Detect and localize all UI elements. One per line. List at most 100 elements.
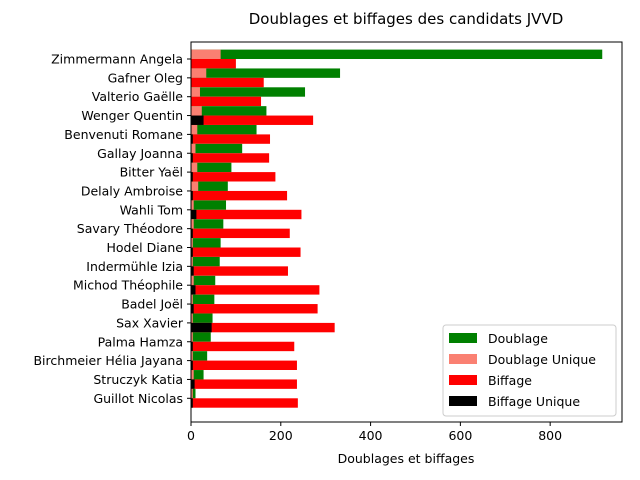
- bar-doublage: [191, 238, 221, 248]
- category-labels: Zimmermann Angela Gafner Oleg Valterio Gaë…: [33, 52, 191, 406]
- bar-doublage-unique: [191, 388, 193, 399]
- bar-biffage-unique: [191, 172, 193, 182]
- y-tick-label: Hodel Diane: [107, 240, 184, 255]
- legend: Doublage Doublage Unique Biffage Biffage Un…: [442, 324, 617, 417]
- bar-series-group: [191, 49, 603, 408]
- bar-doublage-unique: [191, 143, 196, 154]
- legend-label: Doublage Unique: [488, 352, 596, 367]
- bar-doublage: [191, 388, 196, 399]
- y-tick-label: Birchmeier Hélia Jayana: [33, 353, 183, 368]
- y-tick-label: Bitter Yaël: [120, 165, 183, 180]
- bar-doublage-unique: [191, 49, 221, 59]
- bar-doublage: [191, 313, 213, 323]
- bar-doublage-unique: [191, 313, 193, 323]
- y-tick-label: Struczyk Katia: [93, 372, 183, 387]
- y-tick-label: Wenger Quentin: [81, 108, 183, 123]
- bar-biffage: [191, 379, 297, 389]
- bar-doublage: [191, 87, 306, 97]
- bar-doublage-unique: [191, 238, 193, 248]
- bar-doublage: [191, 181, 228, 191]
- bar-biffage: [191, 153, 270, 163]
- bar-doublage-unique: [191, 370, 194, 380]
- x-tick-label: 0: [187, 428, 195, 443]
- bar-biffage: [191, 59, 236, 69]
- y-tick-label: Valterio Gaëlle: [92, 89, 184, 104]
- bar-biffage: [191, 134, 271, 144]
- bar-doublage-unique: [191, 125, 198, 135]
- legend-label: Doublage: [488, 331, 548, 346]
- x-axis: 0 200 400 600 800: [187, 422, 562, 443]
- bar-doublage: [191, 370, 204, 380]
- bar-doublage: [191, 106, 267, 116]
- bar-biffage-unique: [191, 209, 197, 220]
- x-axis-label: Doublages et biffages: [338, 451, 475, 466]
- y-tick-label: Guillot Nicolas: [93, 391, 183, 406]
- bar-biffage: [191, 398, 298, 408]
- bar-biffage: [191, 209, 302, 220]
- bar-biffage-unique: [191, 228, 193, 239]
- bar-biffage-unique: [191, 247, 193, 257]
- bar-doublage-unique: [191, 219, 194, 229]
- bar-doublage: [191, 49, 603, 59]
- bar-doublage: [191, 351, 208, 361]
- bar-biffage-unique: [191, 153, 193, 163]
- bar-biffage-unique: [191, 115, 204, 125]
- legend-swatch: [449, 354, 477, 364]
- bar-doublage: [191, 219, 224, 229]
- x-tick-label: 600: [448, 428, 472, 443]
- bar-biffage-unique: [191, 360, 193, 370]
- bar-biffage: [191, 77, 264, 88]
- bar-doublage-unique: [191, 106, 202, 116]
- bar-biffage: [191, 190, 288, 201]
- bar-biffage-unique: [191, 266, 194, 276]
- y-tick-label: Badel Joël: [121, 297, 183, 312]
- y-tick-label: Wahli Tom: [120, 202, 183, 217]
- bar-doublage: [191, 294, 215, 305]
- bar-biffage: [191, 304, 318, 314]
- bar-biffage: [191, 96, 262, 107]
- bar-biffage-unique: [191, 379, 195, 389]
- legend-swatch: [449, 396, 477, 406]
- x-tick-label: 800: [538, 428, 562, 443]
- bar-biffage-unique: [191, 398, 193, 408]
- bar-doublage: [191, 256, 220, 267]
- y-tick-label: Michod Théophile: [73, 278, 183, 293]
- y-tick-label: Indermühle Izia: [86, 259, 183, 274]
- bar-biffage: [191, 228, 290, 239]
- bar-doublage: [191, 275, 216, 286]
- bar-doublage: [191, 143, 243, 154]
- bar-doublage: [191, 332, 211, 342]
- bar-doublage: [191, 162, 232, 173]
- x-tick-label: 200: [269, 428, 293, 443]
- legend-swatch: [449, 333, 477, 343]
- bar-biffage: [191, 360, 297, 370]
- y-tick-label: Delaly Ambroise: [81, 183, 183, 198]
- y-tick-label: Zimmermann Angela: [51, 52, 183, 67]
- bar-doublage-unique: [191, 87, 200, 97]
- y-tick-label: Savary Théodore: [77, 221, 184, 236]
- bar-biffage-unique: [191, 322, 212, 333]
- bar-biffage: [191, 285, 320, 295]
- y-tick-label: Gafner Oleg: [108, 70, 183, 85]
- bar-doublage-unique: [191, 332, 193, 342]
- bar-biffage-unique: [191, 134, 193, 144]
- bar-doublage-unique: [191, 181, 199, 191]
- y-tick-label: Palma Hamza: [98, 334, 183, 349]
- x-tick-label: 400: [359, 428, 383, 443]
- y-tick-label: Sax Xavier: [116, 315, 184, 330]
- bar-doublage-unique: [191, 256, 193, 267]
- bar-doublage: [191, 68, 341, 78]
- bar-doublage: [191, 200, 227, 210]
- bar-doublage-unique: [191, 68, 207, 78]
- bar-doublage-unique: [191, 275, 194, 286]
- legend-label: Biffage: [488, 373, 532, 388]
- bar-doublage-unique: [191, 294, 193, 305]
- bar-biffage-unique: [191, 304, 194, 314]
- bar-biffage-unique: [191, 341, 193, 352]
- bar-biffage-unique: [191, 190, 193, 201]
- y-tick-label: Benvenuti Romane: [64, 127, 183, 142]
- legend-swatch: [449, 375, 477, 385]
- bar-biffage: [191, 172, 276, 182]
- bar-doublage-unique: [191, 162, 198, 173]
